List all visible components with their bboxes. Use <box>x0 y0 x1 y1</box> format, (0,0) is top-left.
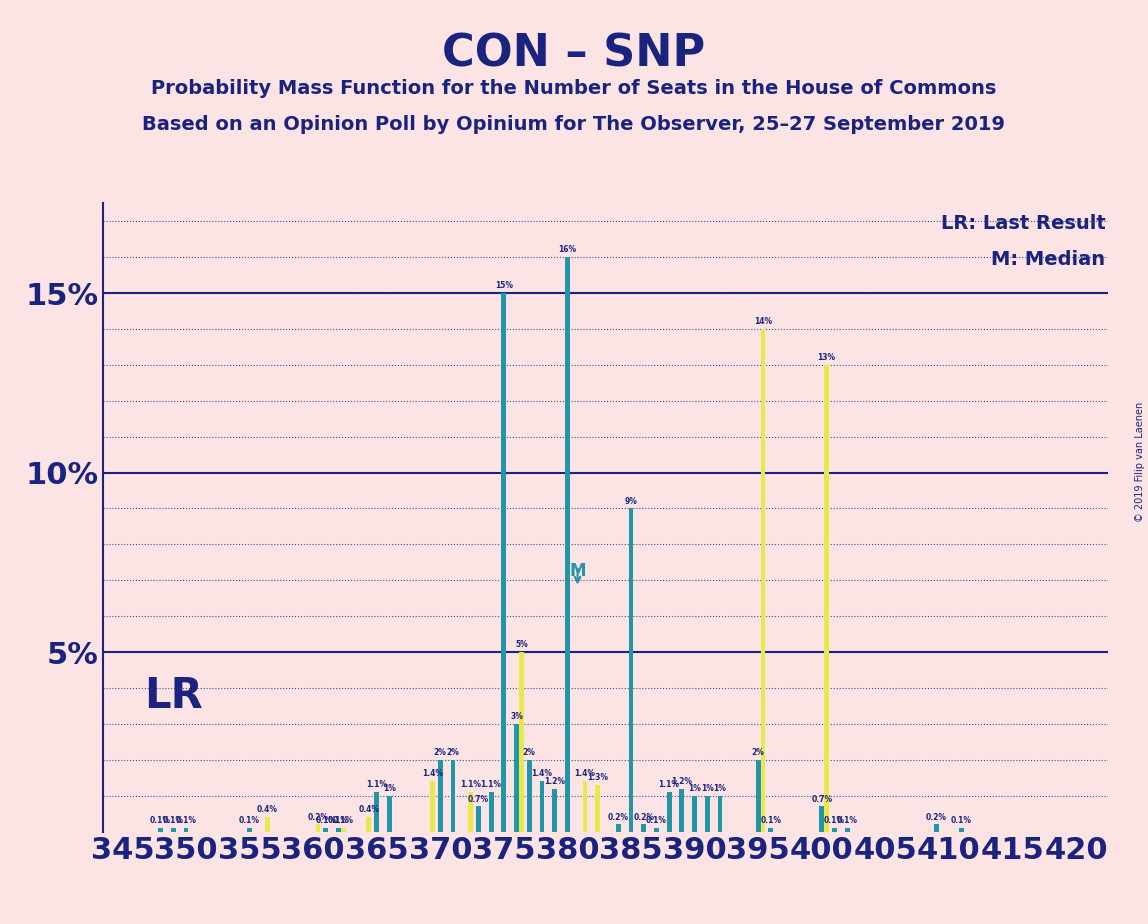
Text: 0.2%: 0.2% <box>925 812 947 821</box>
Text: 14%: 14% <box>754 317 773 326</box>
Bar <box>960 828 964 832</box>
Text: 1%: 1% <box>701 784 714 793</box>
Text: 1%: 1% <box>714 784 727 793</box>
Text: 1.1%: 1.1% <box>659 780 680 789</box>
Bar <box>565 257 569 832</box>
Bar <box>468 792 473 832</box>
Text: 0.2%: 0.2% <box>634 812 654 821</box>
Text: 1.2%: 1.2% <box>544 777 565 785</box>
Bar <box>692 796 697 832</box>
Bar <box>430 782 435 832</box>
Text: 9%: 9% <box>625 496 637 505</box>
Bar <box>437 760 443 832</box>
Bar <box>820 807 824 832</box>
Text: 1.3%: 1.3% <box>587 773 608 782</box>
Text: © 2019 Filip van Laenen: © 2019 Filip van Laenen <box>1135 402 1145 522</box>
Text: 0.1%: 0.1% <box>176 816 196 825</box>
Text: 0.1%: 0.1% <box>333 816 354 825</box>
Bar <box>489 792 494 832</box>
Text: 0.1%: 0.1% <box>760 816 782 825</box>
Text: 0.4%: 0.4% <box>257 806 278 814</box>
Text: 0.1%: 0.1% <box>951 816 972 825</box>
Text: 0.7%: 0.7% <box>468 795 489 804</box>
Text: 5%: 5% <box>515 640 528 650</box>
Text: 2%: 2% <box>434 748 447 757</box>
Text: Probability Mass Function for the Number of Seats in the House of Commons: Probability Mass Function for the Number… <box>152 79 996 98</box>
Bar <box>761 329 766 832</box>
Bar <box>596 784 600 832</box>
Bar <box>582 782 588 832</box>
Text: 1.1%: 1.1% <box>481 780 502 789</box>
Text: 3%: 3% <box>510 712 523 721</box>
Text: Based on an Opinion Poll by Opinium for The Observer, 25–27 September 2019: Based on an Opinion Poll by Opinium for … <box>142 116 1006 135</box>
Bar <box>184 828 188 832</box>
Text: 1.4%: 1.4% <box>574 770 596 778</box>
Bar <box>374 792 379 832</box>
Text: 0.1%: 0.1% <box>646 816 667 825</box>
Bar <box>247 828 251 832</box>
Text: 0.1%: 0.1% <box>316 816 336 825</box>
Text: 1%: 1% <box>383 784 396 793</box>
Text: 0.4%: 0.4% <box>358 806 379 814</box>
Bar <box>171 828 176 832</box>
Bar <box>450 760 456 832</box>
Text: 1.4%: 1.4% <box>421 770 443 778</box>
Text: LR: LR <box>144 675 203 717</box>
Bar <box>832 828 837 832</box>
Text: 1.2%: 1.2% <box>672 777 692 785</box>
Text: LR: Last Result: LR: Last Result <box>940 214 1106 233</box>
Text: M: Median: M: Median <box>991 250 1106 269</box>
Bar <box>316 824 320 832</box>
Text: 2%: 2% <box>522 748 536 757</box>
Bar <box>755 760 761 832</box>
Bar <box>366 817 371 832</box>
Bar <box>265 817 270 832</box>
Text: 0.1%: 0.1% <box>837 816 858 825</box>
Text: 0.1%: 0.1% <box>150 816 171 825</box>
Bar <box>680 788 684 832</box>
Bar <box>341 828 346 832</box>
Bar <box>654 828 659 832</box>
Bar <box>527 760 532 832</box>
Bar <box>718 796 722 832</box>
Text: 16%: 16% <box>558 245 576 254</box>
Text: 1.1%: 1.1% <box>460 780 481 789</box>
Text: 0.1%: 0.1% <box>239 816 261 825</box>
Text: 0.1%: 0.1% <box>824 816 845 825</box>
Text: 2%: 2% <box>447 748 459 757</box>
Text: 1.4%: 1.4% <box>532 770 552 778</box>
Bar <box>324 828 328 832</box>
Bar <box>642 824 646 832</box>
Text: 1.1%: 1.1% <box>366 780 387 789</box>
Bar <box>552 788 557 832</box>
Text: M: M <box>569 563 585 580</box>
Bar <box>158 828 163 832</box>
Text: 15%: 15% <box>495 281 513 290</box>
Text: 1%: 1% <box>688 784 701 793</box>
Bar <box>705 796 709 832</box>
Bar <box>615 824 621 832</box>
Text: 0.2%: 0.2% <box>308 812 328 821</box>
Text: CON – SNP: CON – SNP <box>442 32 706 76</box>
Text: 13%: 13% <box>817 353 836 362</box>
Bar <box>519 652 523 832</box>
Text: 0.1%: 0.1% <box>163 816 184 825</box>
Bar <box>476 807 481 832</box>
Text: 0.7%: 0.7% <box>812 795 832 804</box>
Bar <box>768 828 774 832</box>
Bar <box>540 782 544 832</box>
Bar <box>502 293 506 832</box>
Bar <box>845 828 850 832</box>
Text: 2%: 2% <box>752 748 765 757</box>
Bar <box>336 828 341 832</box>
Bar <box>667 792 672 832</box>
Bar <box>629 508 634 832</box>
Bar <box>387 796 391 832</box>
Text: 0.2%: 0.2% <box>607 812 629 821</box>
Bar <box>514 723 519 832</box>
Text: 0.1%: 0.1% <box>328 816 349 825</box>
Bar <box>824 365 829 832</box>
Bar <box>933 824 939 832</box>
